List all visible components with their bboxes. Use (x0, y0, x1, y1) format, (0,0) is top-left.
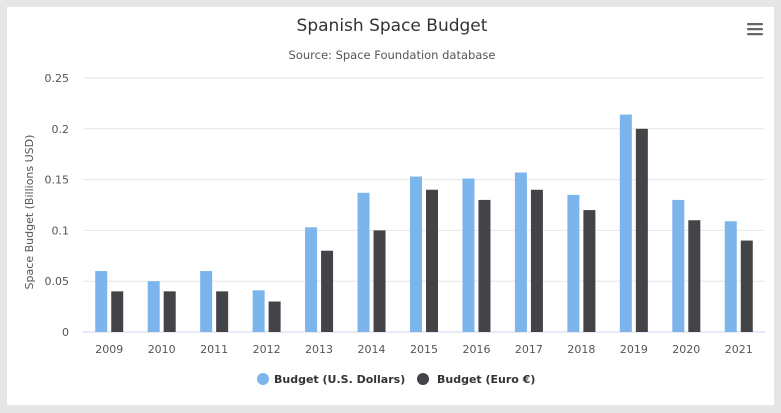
y-tick-label: 0 (62, 326, 69, 339)
x-tick-label: 2010 (148, 343, 176, 356)
bar-eur-2011[interactable] (216, 291, 229, 332)
y-tick-label: 0.15 (45, 174, 70, 187)
bar-usd-2009[interactable] (95, 271, 108, 332)
bar-eur-2018[interactable] (583, 210, 596, 332)
bar-eur-2020[interactable] (688, 220, 701, 332)
x-tick-label: 2014 (358, 343, 386, 356)
bar-eur-2012[interactable] (268, 301, 281, 332)
bar-eur-2009[interactable] (111, 291, 124, 332)
bar-eur-2016[interactable] (478, 199, 491, 332)
chart-container: Spanish Space Budget Source: Space Found… (7, 7, 774, 405)
legend-item-eur[interactable]: Budget (Euro €) (417, 373, 535, 386)
bar-usd-2021[interactable] (724, 221, 737, 332)
bar-eur-2019[interactable] (635, 128, 648, 332)
x-axis-ticks: 2009 2010 2011 2012 2013 2014 2015 2016 2017 2018… (95, 343, 753, 356)
x-tick-label: 2012 (253, 343, 281, 356)
bar-usd-2011[interactable] (200, 271, 213, 332)
y-axis-ticks: 0 0.05 0.1 0.15 0.2 0.25 (45, 72, 70, 339)
bar-eur-2010[interactable] (163, 291, 176, 332)
x-tick-label: 2013 (305, 343, 333, 356)
x-tick-label: 2020 (672, 343, 700, 356)
legend-label: Budget (U.S. Dollars) (274, 373, 405, 386)
bar-usd-2013[interactable] (305, 227, 318, 332)
x-tick-label: 2019 (620, 343, 648, 356)
bar-eur-2021[interactable] (740, 240, 753, 332)
y-tick-label: 0.1 (52, 224, 70, 237)
chart-subtitle: Source: Space Foundation database (289, 48, 496, 62)
bar-usd-2014[interactable] (357, 192, 370, 332)
grid-lines (83, 77, 765, 333)
y-tick-label: 0.25 (45, 72, 70, 85)
x-tick-label: 2011 (200, 343, 228, 356)
bar-eur-2017[interactable] (530, 189, 543, 332)
x-tick-label: 2017 (515, 343, 543, 356)
x-tick-label: 2018 (567, 343, 595, 356)
bar-usd-2019[interactable] (619, 114, 632, 333)
y-tick-label: 0.05 (45, 275, 70, 288)
y-axis-title: Space Budget (Billions USD) (23, 135, 36, 290)
x-tick-label: 2009 (95, 343, 123, 356)
bar-chart: Spanish Space Budget Source: Space Found… (23, 16, 767, 386)
legend: Budget (U.S. Dollars) Budget (Euro €) (257, 373, 535, 386)
y-tick-label: 0.2 (52, 123, 70, 136)
legend-marker (257, 373, 269, 385)
bar-eur-2015[interactable] (426, 189, 438, 332)
x-tick-label: 2021 (725, 343, 753, 356)
hamburger-menu-icon[interactable] (743, 19, 767, 41)
bar-eur-2014[interactable] (373, 230, 386, 332)
bar-eur-2013[interactable] (321, 250, 334, 332)
bar-usd-2012[interactable] (252, 290, 265, 332)
bar-usd-2015[interactable] (410, 176, 422, 332)
legend-label: Budget (Euro €) (437, 373, 535, 386)
bar-usd-2010[interactable] (147, 281, 160, 332)
bar-usd-2020[interactable] (672, 199, 685, 332)
bar-usd-2016[interactable] (462, 178, 475, 332)
bars (95, 114, 753, 333)
x-tick-label: 2015 (410, 343, 438, 356)
bar-usd-2017[interactable] (514, 172, 527, 332)
chart-title: Spanish Space Budget (297, 16, 488, 36)
legend-item-usd[interactable]: Budget (U.S. Dollars) (257, 373, 405, 386)
x-tick-label: 2016 (462, 343, 490, 356)
bar-usd-2018[interactable] (567, 194, 580, 332)
legend-marker (417, 373, 429, 385)
